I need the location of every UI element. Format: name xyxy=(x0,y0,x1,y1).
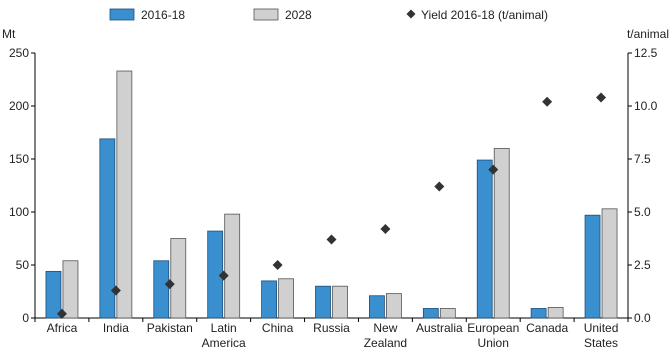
bar-2028 xyxy=(601,208,618,319)
x-tick-label: European xyxy=(467,321,519,335)
bar-2016-18 xyxy=(584,214,601,319)
yield-marker xyxy=(326,234,337,245)
yield-marker xyxy=(218,270,229,281)
y-right-tick-label: 7.5 xyxy=(634,152,651,166)
y-right-tick-label: 5.0 xyxy=(634,205,651,219)
y-right-tick-label: 10.0 xyxy=(634,99,658,113)
bar-2016-18 xyxy=(99,138,116,319)
bar-2028 xyxy=(170,238,187,319)
yield-marker xyxy=(434,181,445,192)
x-tick-label: Australia xyxy=(416,321,463,335)
bar-2016-18 xyxy=(530,308,547,319)
y-left-tick-label: 100 xyxy=(9,205,29,219)
x-tick-label: Zealand xyxy=(364,336,407,350)
bar-2016-18 xyxy=(153,260,170,319)
y-right-tick-label: 2.5 xyxy=(634,258,651,272)
bar-2028 xyxy=(278,278,294,319)
yield-marker xyxy=(380,223,391,234)
bar-2028 xyxy=(386,293,402,319)
bar-2028 xyxy=(547,306,564,319)
bar-2028 xyxy=(116,70,133,319)
x-tick-label: China xyxy=(262,321,294,335)
yield-marker xyxy=(56,308,67,319)
legend-label-2028: 2028 xyxy=(285,8,312,22)
bar-2016-18 xyxy=(422,308,439,319)
x-tick-label: Canada xyxy=(526,321,568,335)
legend-label-yield: Yield 2016-18 (t/animal) xyxy=(421,8,548,22)
y-left-tick-label: 200 xyxy=(9,99,29,113)
y-left-unit-label: Mt xyxy=(2,27,16,41)
y-right-tick-label: 0.0 xyxy=(634,311,651,325)
x-tick-label: America xyxy=(202,336,246,350)
yield-marker xyxy=(110,285,121,296)
yield-marker xyxy=(272,260,283,270)
x-tick-label: Russia xyxy=(313,321,350,335)
bar-2028 xyxy=(493,147,510,319)
legend-label-2016-18: 2016-18 xyxy=(141,8,185,22)
yield-marker xyxy=(596,92,607,103)
yield-marker xyxy=(488,164,499,175)
x-tick-label: Pakistan xyxy=(147,321,193,335)
y-left-tick-label: 0 xyxy=(22,311,29,325)
bar-2028 xyxy=(439,308,456,319)
legend-swatch-2016-18 xyxy=(109,8,135,21)
bar-2016-18 xyxy=(369,295,385,319)
bar-2016-18 xyxy=(315,285,331,319)
bar-2016-18 xyxy=(45,270,62,319)
x-tick-label: States xyxy=(584,336,618,350)
legend-swatch-yield xyxy=(406,9,416,19)
y-right-unit-label: t/animal xyxy=(627,27,669,41)
x-tick-label: India xyxy=(103,321,129,335)
yield-marker xyxy=(542,96,553,107)
bar-2028 xyxy=(332,285,348,319)
bar-2016-18 xyxy=(476,159,493,319)
x-tick-label: Africa xyxy=(47,321,78,335)
y-left-tick-label: 150 xyxy=(9,152,29,166)
bar-2028 xyxy=(62,260,79,319)
x-tick-label: United xyxy=(584,321,619,335)
legend-swatch-2028 xyxy=(253,8,279,21)
y-right-tick-label: 12.5 xyxy=(634,46,658,60)
bar-2016-18 xyxy=(261,280,277,319)
y-left-tick-label: 250 xyxy=(9,46,29,60)
yield-marker xyxy=(164,279,175,290)
y-left-tick-label: 50 xyxy=(16,258,30,272)
bar-2028 xyxy=(224,213,241,319)
x-tick-label: Latin xyxy=(211,321,237,335)
x-tick-label: Union xyxy=(478,336,509,350)
x-tick-label: New xyxy=(373,321,397,335)
